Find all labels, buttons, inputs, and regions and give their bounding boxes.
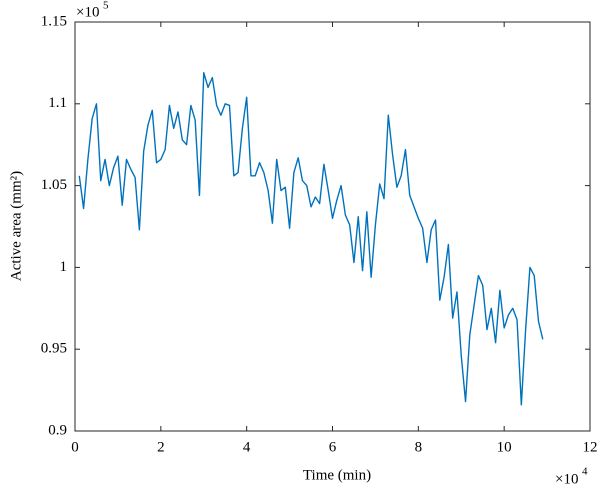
x-tick-label: 10 bbox=[497, 439, 512, 455]
y-tick-label: 1.15 bbox=[41, 13, 67, 29]
x-exponent-base: ×10 bbox=[555, 471, 578, 487]
y-exponent-base: ×10 bbox=[76, 4, 99, 20]
y-tick-label: 1 bbox=[60, 259, 68, 275]
x-tick-label: 12 bbox=[583, 439, 598, 455]
y-tick-label: 1.05 bbox=[41, 177, 67, 193]
x-exponent: 4 bbox=[582, 466, 588, 478]
y-exponent: 5 bbox=[103, 0, 109, 12]
data-line bbox=[78, 72, 544, 406]
y-tick-label: 0.9 bbox=[48, 422, 67, 438]
plot-frame bbox=[74, 21, 591, 432]
y-axis-label: Active area (mm²) bbox=[8, 171, 24, 281]
x-tick-label: 0 bbox=[71, 439, 79, 455]
x-tick-label: 4 bbox=[243, 439, 251, 455]
x-tick-label: 6 bbox=[329, 439, 337, 455]
x-tick-label: 8 bbox=[415, 439, 423, 455]
y-tick-label: 1.1 bbox=[48, 95, 67, 111]
y-tick-label: 0.95 bbox=[41, 341, 67, 357]
x-tick-label: 2 bbox=[157, 439, 165, 455]
x-axis-label: Time (min) bbox=[303, 467, 371, 483]
